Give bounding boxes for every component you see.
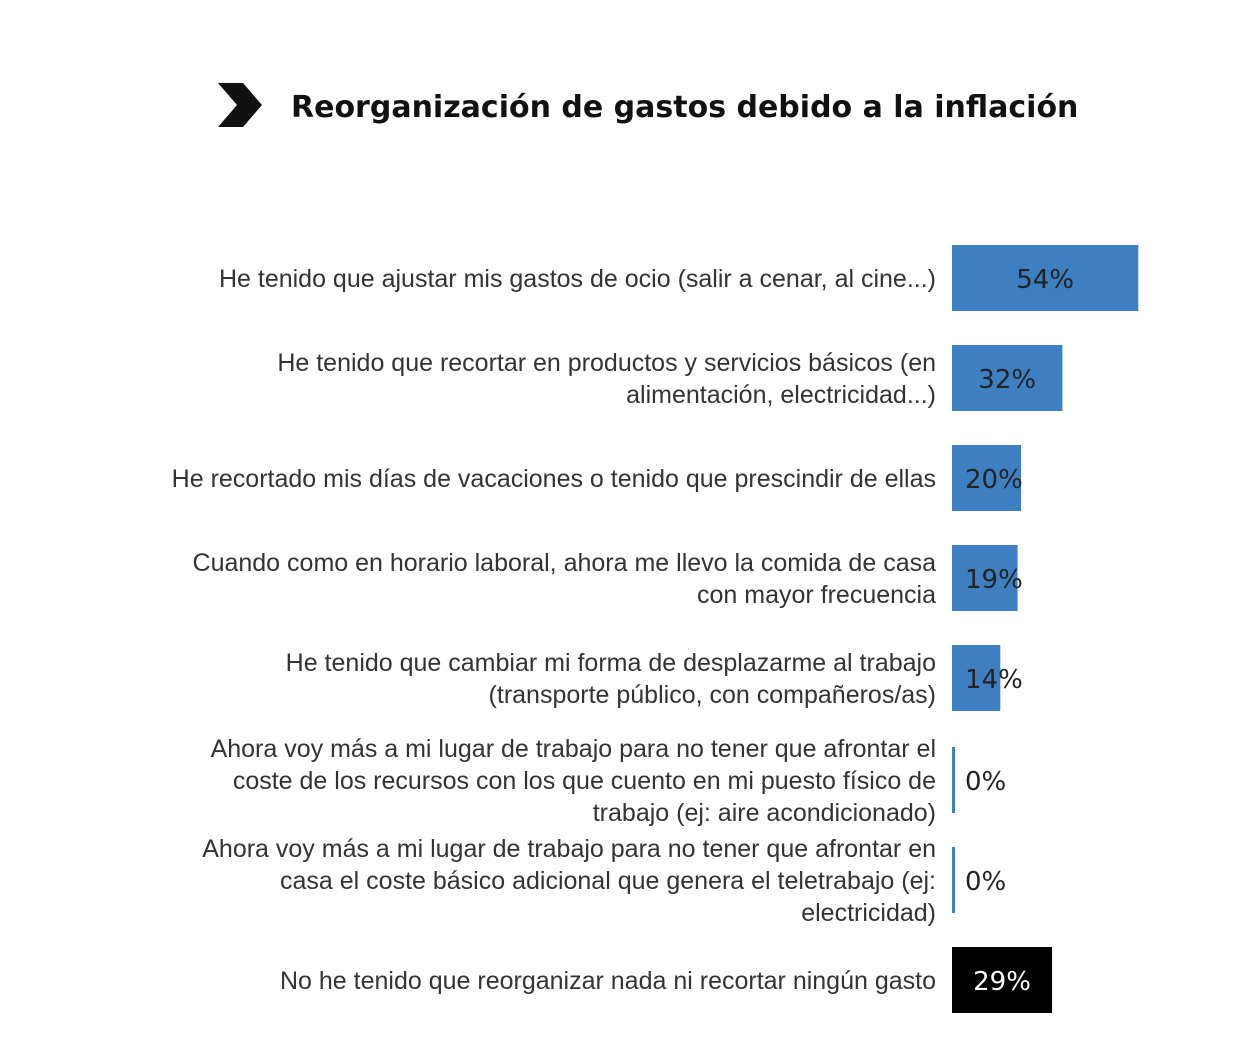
category-label-line: Ahora voy más a mi lugar de trabajo para…: [211, 735, 936, 763]
category-label: He tenido que recortar en productos y se…: [277, 349, 936, 409]
category-label: He tenido que ajustar mis gastos de ocio…: [219, 265, 936, 293]
category-label: Ahora voy más a mi lugar de trabajo para…: [211, 735, 936, 827]
category-label: He tenido que cambiar mi forma de despla…: [286, 649, 936, 709]
value-label: 32%: [978, 365, 1036, 395]
chart-title: Reorganización de gastos debido a la inf…: [291, 90, 1078, 125]
category-label-line: trabajo (ej: aire acondicionado): [593, 799, 936, 827]
bar: [952, 245, 1139, 311]
category-label: He recortado mis días de vacaciones o te…: [172, 465, 936, 493]
bar: [952, 747, 955, 813]
category-label: Cuando como en horario laboral, ahora me…: [193, 549, 937, 609]
category-label: Ahora voy más a mi lugar de trabajo para…: [202, 835, 936, 927]
bar: [952, 445, 1021, 511]
value-label: 14%: [965, 665, 1023, 695]
value-label: 29%: [973, 967, 1031, 997]
category-label-line: He tenido que cambiar mi forma de despla…: [286, 649, 936, 677]
bar: [952, 847, 955, 913]
value-label: 0%: [965, 867, 1006, 897]
category-label-line: alimentación, electricidad...): [626, 381, 936, 409]
category-label-line: He recortado mis días de vacaciones o te…: [172, 465, 936, 493]
category-label-line: coste de los recursos con los que cuento…: [233, 767, 936, 795]
value-labels: 54% 32% 20% 19% 14% 0% 0% 29%: [965, 265, 1074, 997]
category-label: No he tenido que reorganizar nada ni rec…: [280, 967, 936, 995]
bar: [952, 645, 1001, 711]
category-label-line: No he tenido que reorganizar nada ni rec…: [280, 967, 936, 995]
category-label-line: con mayor frecuencia: [697, 581, 936, 609]
chevron-right-icon: [218, 83, 262, 127]
title-group: Reorganización de gastos debido a la inf…: [218, 83, 1078, 127]
value-label: 54%: [1016, 265, 1074, 295]
category-label-line: (transporte público, con compañeros/as): [489, 681, 936, 709]
bar: [952, 545, 1018, 611]
value-label: 19%: [965, 565, 1023, 595]
category-labels: He tenido que ajustar mis gastos de ocio…: [172, 265, 936, 995]
category-label-line: Cuando como en horario laboral, ahora me…: [193, 549, 937, 577]
category-label-line: casa el coste básico adicional que gener…: [280, 867, 936, 895]
category-label-line: He tenido que recortar en productos y se…: [277, 349, 936, 377]
category-label-line: He tenido que ajustar mis gastos de ocio…: [219, 265, 936, 293]
value-label: 20%: [965, 465, 1023, 495]
bars: [952, 245, 1139, 1013]
bar: [952, 947, 1053, 1013]
bar: [952, 345, 1063, 411]
value-label: 0%: [965, 767, 1006, 797]
category-label-line: Ahora voy más a mi lugar de trabajo para…: [202, 835, 936, 863]
category-label-line: electricidad): [801, 899, 936, 927]
